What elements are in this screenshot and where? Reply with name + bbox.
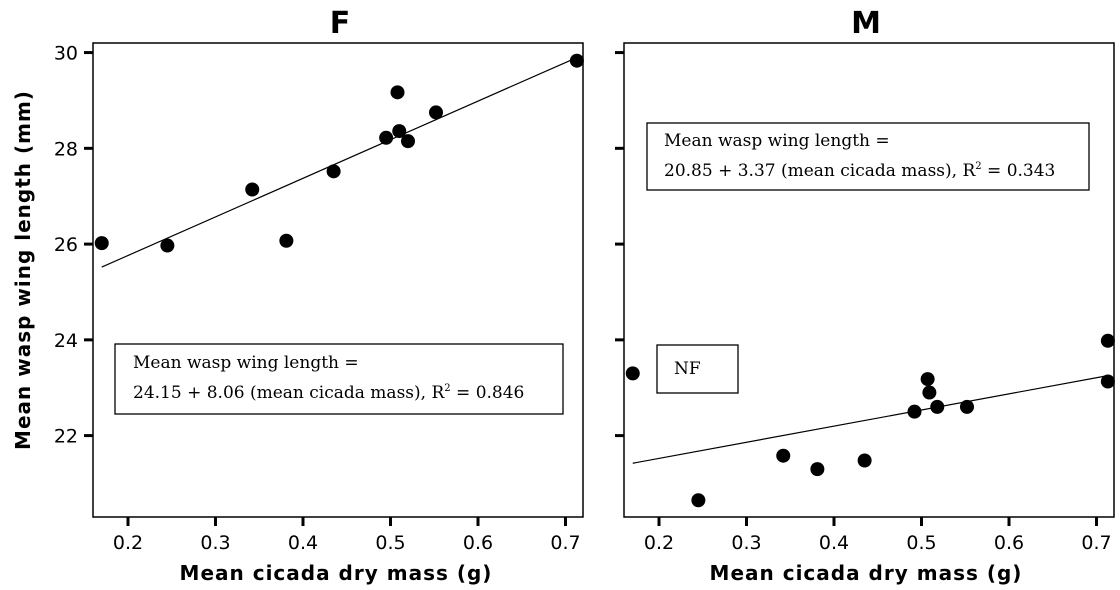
points-f [94, 53, 584, 253]
fit-f [101, 56, 578, 268]
data-point [930, 399, 945, 414]
x-axis-label-m: Mean cicada dry mass (g) [710, 561, 1023, 585]
data-point [1100, 333, 1115, 348]
x-tick-label: 0.4 [288, 532, 318, 554]
data-point [94, 236, 109, 251]
x-tick-label: 0.3 [731, 532, 761, 554]
data-point [776, 448, 791, 463]
x-tick-label: 0.7 [550, 532, 580, 554]
fit-m [632, 375, 1108, 464]
plot-frame-f [92, 42, 584, 518]
regression-line [632, 375, 1108, 464]
equation-line2-m: 20.85 + 3.37 (mean cicada mass), R2 = 0.… [664, 161, 1055, 181]
data-point [691, 493, 706, 508]
panel-f: F 0.2 0.3 0.4 0.5 0.6 0.7 22 24 26 28 30 Mean wasp… [54, 6, 584, 585]
equation-line2-f: 24.15 + 8.06 (mean cicada mass), R2 = 0.… [133, 383, 524, 403]
data-point [569, 53, 584, 68]
equation-box-frame-f [114, 343, 564, 415]
x-tick-label: 0.4 [819, 532, 849, 554]
data-point [625, 366, 640, 381]
ticks-m: 0.2 0.3 0.4 0.5 0.6 0.7 [615, 51, 1112, 554]
data-point [160, 238, 175, 253]
data-point [326, 164, 341, 179]
y-axis-label: Mean wasp wing length (mm) [11, 90, 35, 450]
x-tick-label: 0.2 [644, 532, 674, 554]
data-point [907, 404, 922, 419]
x-tick-label: 0.5 [375, 532, 405, 554]
y-tick-label: 22 [54, 426, 78, 448]
data-point [960, 399, 974, 414]
x-axis-label-f: Mean cicada dry mass (g) [180, 561, 493, 585]
y-tick-label: 28 [54, 138, 78, 160]
points-m [625, 333, 1115, 508]
data-point [279, 233, 294, 248]
y-tick-label: 30 [54, 43, 78, 65]
data-point [922, 385, 937, 400]
data-point [392, 124, 407, 139]
data-point [429, 105, 443, 120]
panel-title-m: M [851, 6, 881, 41]
data-point [810, 462, 825, 477]
data-point [379, 130, 394, 145]
x-tick-label: 0.3 [200, 532, 230, 554]
panel-title-f: F [330, 6, 351, 41]
equation-box-frame-m [646, 122, 1090, 191]
equation-line1-f: Mean wasp wing length = [133, 353, 359, 373]
regression-line [101, 56, 578, 268]
y-tick-label: 26 [54, 234, 78, 256]
data-point [857, 453, 872, 468]
panel-m: M 0.2 0.3 0.4 0.5 0.6 0.7 Mean wasp wing leng… [615, 6, 1115, 585]
x-tick-label: 0.6 [994, 532, 1024, 554]
data-point [401, 134, 415, 149]
nf-label-box: NF [656, 344, 739, 394]
plot-frame-m [623, 42, 1115, 518]
data-point [390, 85, 405, 100]
x-tick-label: 0.2 [113, 532, 143, 554]
data-point [245, 182, 260, 197]
equation-box-f: Mean wasp wing length = 24.15 + 8.06 (me… [114, 343, 564, 415]
nf-label: NF [674, 359, 701, 379]
nf-label-frame [656, 344, 739, 394]
x-tick-label: 0.6 [463, 532, 493, 554]
equation-line1-m: Mean wasp wing length = [664, 131, 890, 151]
x-tick-label: 0.7 [1081, 532, 1111, 554]
x-tick-label: 0.5 [906, 532, 936, 554]
ticks-f: 0.2 0.3 0.4 0.5 0.6 0.7 22 24 26 28 30 [54, 43, 581, 554]
data-point [920, 372, 935, 387]
data-point [1100, 374, 1115, 389]
y-tick-label: 24 [54, 330, 78, 352]
equation-box-m: Mean wasp wing length = 20.85 + 3.37 (me… [646, 122, 1090, 191]
